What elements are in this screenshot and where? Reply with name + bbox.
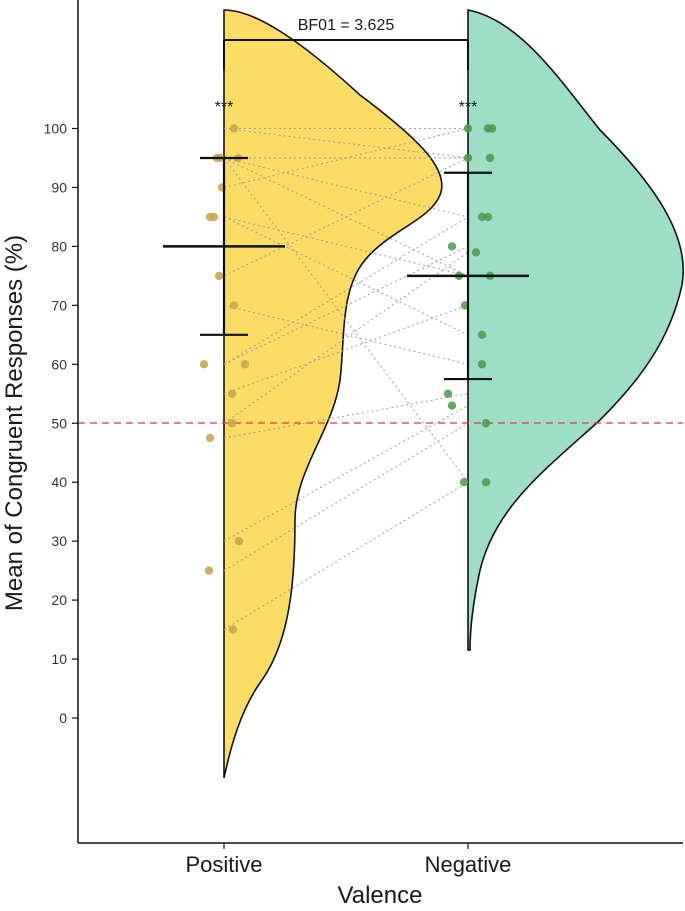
x-category-label-negative: Negative [425,852,512,877]
negative-data-point [485,153,495,163]
positive-data-point [234,536,244,546]
paired-line [223,157,469,277]
negative-data-point [477,330,487,340]
y-tick-label: 70 [51,297,67,313]
positive-data-point [228,625,238,634]
x-axis-title: Valence [338,882,423,909]
positive-data-point [214,271,224,281]
y-tick-label: 60 [51,356,67,372]
negative-density-violin [467,9,684,651]
paired-line [223,127,469,188]
paired-line [223,393,469,439]
y-tick-label: 100 [44,121,68,137]
negative-data-point [481,478,491,487]
y-tick-label: 80 [51,238,67,254]
negative-data-point [443,389,453,398]
y-tick-label: 90 [51,179,67,195]
paired-line [223,216,469,277]
negative-data-point [459,478,469,487]
positive-data-point [227,419,237,428]
negative-data-point [463,124,473,133]
paired-lines-group [223,127,469,631]
y-tick-label: 30 [51,533,67,549]
y-tick-label: 40 [51,474,67,490]
paired-line [223,216,469,336]
paired-line [223,127,469,159]
negative-data-point [463,153,473,163]
negative-data-point [471,248,481,257]
y-ticks-group: 0 10 20 30 40 50 60 70 80 90 100 [44,121,78,726]
negative-data-point [477,212,487,222]
y-tick-label: 10 [51,651,67,667]
errorbars-group [163,156,529,381]
paired-line [223,245,469,365]
positive-data-point [204,566,214,575]
positive-data-point [205,433,215,443]
paired-line [223,304,469,365]
y-axis-title: Mean of Congruent Responses (%) [1,235,28,611]
positive-data-point [227,389,237,398]
positive-significance-label: *** [215,99,234,116]
negative-data-point [483,212,493,222]
paired-line [223,304,469,395]
positive-density-violin [223,9,443,779]
positive-data-point [199,360,209,369]
negative-data-point [447,242,457,251]
comparison-bracket [223,39,469,70]
negative-data-point [447,401,457,410]
y-tick-label: 50 [51,415,67,431]
positive-data-point [240,360,250,369]
bayes-factor-label: BF01 = 3.625 [298,17,395,34]
y-tick-label: 20 [51,592,67,608]
paired-line [223,157,469,218]
x-ticks-group [223,843,469,849]
positive-data-point [229,301,239,310]
positive-data-point [229,124,239,133]
negative-data-point [477,360,487,369]
positive-data-point [209,212,219,222]
negative-data-point [487,124,497,133]
negative-significance-label: *** [459,99,478,116]
x-category-label-positive: Positive [185,852,262,877]
y-tick-label: 0 [59,710,67,726]
negative-data-point [481,419,491,428]
paired-line [223,405,469,542]
